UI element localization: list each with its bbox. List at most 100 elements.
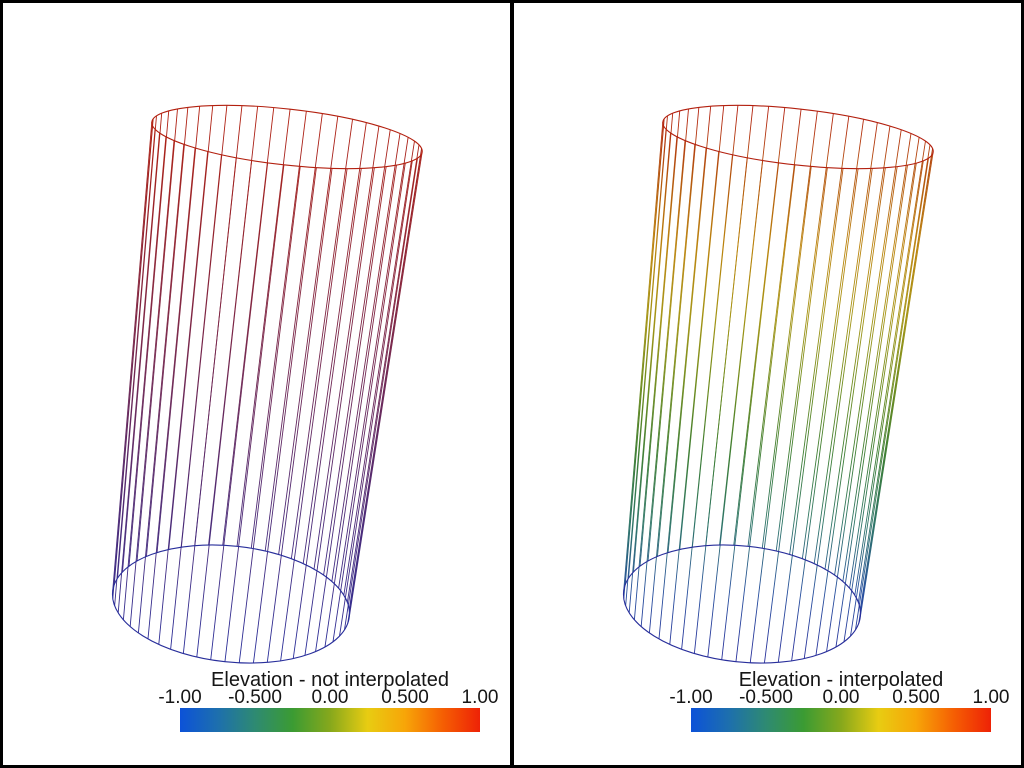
cylinder-edge-line bbox=[843, 163, 917, 642]
cylinder-edge-line bbox=[803, 168, 873, 659]
cylinder-edge-line bbox=[112, 122, 153, 592]
cylinder-edge-line bbox=[842, 133, 912, 582]
cylinder-edge-line bbox=[266, 168, 333, 663]
cylinder-edge-line bbox=[813, 122, 878, 564]
cylinder-edge-line bbox=[344, 158, 418, 630]
cylinder-edge-line bbox=[719, 106, 770, 546]
cylinder-edge-line bbox=[624, 118, 665, 585]
scalarbar-title: Elevation - interpolated bbox=[738, 669, 944, 691]
render-panel-not-interpolated: Elevation - not interpolated -1.00 -0.500… bbox=[3, 3, 510, 765]
cylinder-edge-line bbox=[128, 110, 170, 567]
cylinder-edge-line bbox=[194, 105, 243, 546]
cylinder-edge-line bbox=[691, 105, 739, 548]
cylinder-edge-line bbox=[222, 107, 275, 546]
cylinder-edge-line bbox=[250, 111, 307, 549]
cylinder-edge-line bbox=[348, 148, 423, 610]
cylinder-edge-line bbox=[834, 129, 902, 576]
cylinder-edge-line bbox=[763, 167, 828, 664]
cylinder-edge-line bbox=[859, 151, 934, 617]
cylinder-edge-line bbox=[633, 136, 678, 620]
scalarbar-title: Elevation - not interpolated bbox=[211, 669, 449, 691]
cylinder-bottom-rim bbox=[111, 544, 351, 664]
cylinder-edge-line bbox=[749, 166, 812, 663]
cylinder-edge-line bbox=[667, 106, 712, 553]
cylinder-edge-line bbox=[705, 105, 754, 546]
cylinder-edge-line bbox=[647, 108, 689, 562]
scalarbar-tick-label: 0.00 bbox=[311, 687, 349, 708]
cylinder-edge-line bbox=[775, 113, 834, 552]
scalarbar-tick-label: 1.00 bbox=[972, 687, 1010, 708]
cylinder-edge-line bbox=[835, 165, 908, 648]
cylinder-edge-line bbox=[791, 168, 859, 661]
cylinder-edge-line bbox=[145, 107, 189, 557]
cylinder-edge-line bbox=[639, 110, 681, 567]
cylinder-edge-line bbox=[854, 141, 926, 596]
cylinder-edge-line bbox=[280, 168, 348, 661]
cylinder-edge-line bbox=[136, 108, 178, 562]
cylinder-edge-line bbox=[122, 136, 167, 620]
scalarbar-tick-label: 0.00 bbox=[822, 687, 860, 708]
scalarbar-tick-label: -0.500 bbox=[228, 687, 282, 708]
cylinder-edge-line bbox=[278, 116, 339, 555]
cylinder-edge-line bbox=[324, 165, 397, 648]
cylinder-edge-line bbox=[735, 164, 796, 662]
cylinder-edge-line bbox=[801, 119, 864, 559]
cylinder-edge-line bbox=[628, 115, 668, 579]
cylinder-edge-line bbox=[323, 129, 391, 576]
scalarbar-tick-label: -0.500 bbox=[739, 687, 793, 708]
cylinder-edge-line bbox=[658, 147, 707, 639]
cylinder-edge-line bbox=[849, 137, 920, 589]
render-panel-interpolated: Elevation - interpolated -1.00 -0.500 0.00… bbox=[514, 3, 1021, 765]
cylinder-edge-line bbox=[137, 144, 185, 633]
cylinder-edge-line bbox=[855, 158, 929, 630]
cylinder-top-rim bbox=[662, 104, 934, 170]
scalarbar-tick-label: -1.00 bbox=[158, 687, 202, 708]
cylinder-edge-line bbox=[733, 107, 786, 546]
cylinder-edge-line bbox=[640, 140, 686, 627]
cylinder-edge-line bbox=[633, 113, 674, 572]
cylinder-edge-line bbox=[122, 113, 163, 572]
cylinder-edge-line bbox=[113, 118, 154, 585]
cylinder-edge-line bbox=[346, 144, 420, 603]
render-viewport-3d[interactable] bbox=[514, 3, 1021, 765]
cylinder-edge-line bbox=[850, 160, 924, 637]
cylinder-edge-line bbox=[313, 125, 380, 570]
cylinder-edge-line bbox=[857, 144, 931, 603]
cylinder-edge-line bbox=[656, 107, 700, 557]
cylinder-edge-line bbox=[679, 105, 725, 550]
scalarbar-tick-label: 0.500 bbox=[381, 687, 429, 708]
cylinder-edge-line bbox=[338, 137, 409, 589]
cylinder-edge-line bbox=[147, 147, 196, 639]
cylinder-edge-line bbox=[264, 113, 323, 552]
cylinder-edge-line bbox=[117, 132, 160, 613]
scalarbar-gradient bbox=[691, 708, 991, 732]
cylinder-edge-line bbox=[777, 168, 844, 663]
cylinder-edge-line bbox=[156, 106, 201, 553]
cylinder-edge-line bbox=[210, 162, 269, 660]
cylinder-edge-line bbox=[859, 148, 934, 610]
cylinder-edge-line bbox=[348, 151, 423, 617]
cylinder-edge-line bbox=[824, 125, 891, 570]
cylinder-edge-line bbox=[648, 144, 696, 633]
cylinder-edge-line bbox=[339, 160, 413, 637]
cylinder-edge-line bbox=[290, 119, 353, 559]
scalarbar-tick-label: 0.500 bbox=[892, 687, 940, 708]
cylinder-edge-line bbox=[302, 122, 367, 564]
cylinder-edge-line bbox=[238, 166, 301, 663]
cylinder-edge-line bbox=[236, 109, 291, 547]
cylinder-edge-line bbox=[315, 166, 387, 652]
cylinder-edge-line bbox=[623, 122, 664, 592]
cylinder-edge-line bbox=[168, 105, 214, 550]
cylinder-edge-line bbox=[252, 167, 317, 664]
scalarbar-tick-label: 1.00 bbox=[461, 687, 499, 708]
cylinder-edge-line bbox=[826, 166, 898, 652]
cylinder-edge-line bbox=[628, 132, 671, 613]
cylinder-top-rim bbox=[151, 104, 423, 170]
cylinder-edge-line bbox=[815, 167, 886, 656]
cylinder-edge-line bbox=[332, 163, 406, 642]
cylinder-edge-line bbox=[224, 164, 285, 662]
cylinder-edge-line bbox=[292, 168, 362, 659]
scalarbar-gradient bbox=[180, 708, 480, 732]
cylinder-edge-line bbox=[343, 141, 415, 596]
render-viewport-3d[interactable] bbox=[3, 3, 510, 765]
